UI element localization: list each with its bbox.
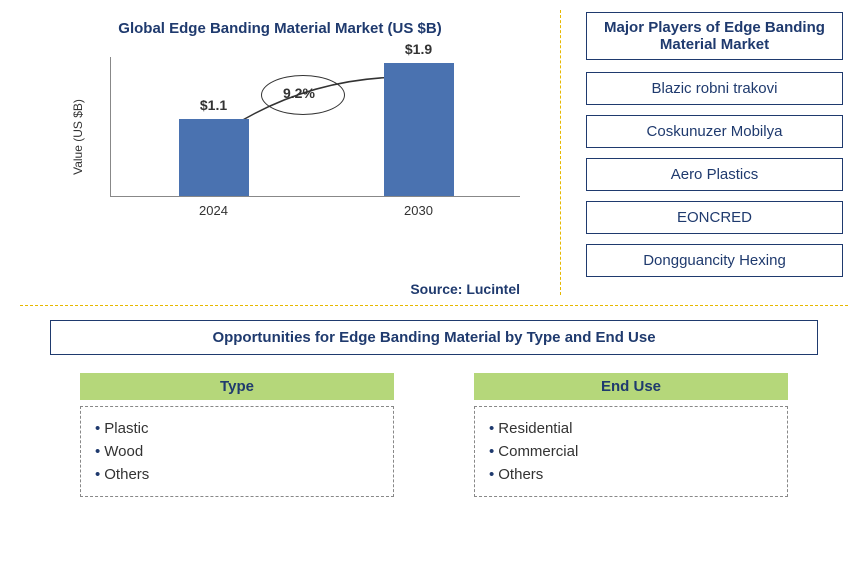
player-item: Blazic robni trakovi [586, 72, 843, 105]
list-item: •Commercial [489, 440, 773, 463]
players-list: Blazic robni trakovi Coskunuzer Mobilya Ae… [586, 72, 843, 277]
opportunities-panel: Opportunities for Edge Banding Material … [0, 306, 868, 497]
list-item: •Others [95, 463, 379, 486]
column-items: •Plastic•Wood•Others [80, 406, 394, 497]
bar-chart: Value (US $B) 9.2% $1.12024$1.92030 [90, 47, 520, 227]
column-header: End Use [474, 373, 788, 400]
source-label: Source: Lucintel [410, 281, 520, 297]
opportunity-column: End Use •Residential•Commercial•Others [474, 373, 788, 497]
list-item: •Plastic [95, 417, 379, 440]
list-item: •Residential [489, 417, 773, 440]
x-tick-label: 2024 [179, 203, 249, 218]
player-item: Coskunuzer Mobilya [586, 115, 843, 148]
opportunity-column: Type •Plastic•Wood•Others [80, 373, 394, 497]
player-item: Aero Plastics [586, 158, 843, 191]
opportunities-title: Opportunities for Edge Banding Material … [50, 320, 818, 355]
plot-area: 9.2% $1.12024$1.92030 [110, 57, 520, 197]
player-item: EONCRED [586, 201, 843, 234]
opportunities-columns: Type•Plastic•Wood•OthersEnd Use•Resident… [50, 373, 818, 497]
bar: $1.92030 [384, 63, 454, 196]
y-axis-label: Value (US $B) [71, 99, 85, 175]
list-item: •Wood [95, 440, 379, 463]
bar-value-label: $1.9 [384, 41, 454, 57]
bar-value-label: $1.1 [179, 97, 249, 113]
x-tick-label: 2030 [384, 203, 454, 218]
players-panel: Major Players of Edge Banding Material M… [561, 0, 868, 305]
chart-title: Global Edge Banding Material Market (US … [0, 20, 560, 37]
chart-panel: Global Edge Banding Material Market (US … [0, 0, 560, 305]
player-item: Dongguancity Hexing [586, 244, 843, 277]
column-items: •Residential•Commercial•Others [474, 406, 788, 497]
list-item: •Others [489, 463, 773, 486]
column-header: Type [80, 373, 394, 400]
players-title: Major Players of Edge Banding Material M… [586, 12, 843, 60]
top-region: Global Edge Banding Material Market (US … [0, 0, 868, 305]
bar: $1.12024 [179, 119, 249, 196]
